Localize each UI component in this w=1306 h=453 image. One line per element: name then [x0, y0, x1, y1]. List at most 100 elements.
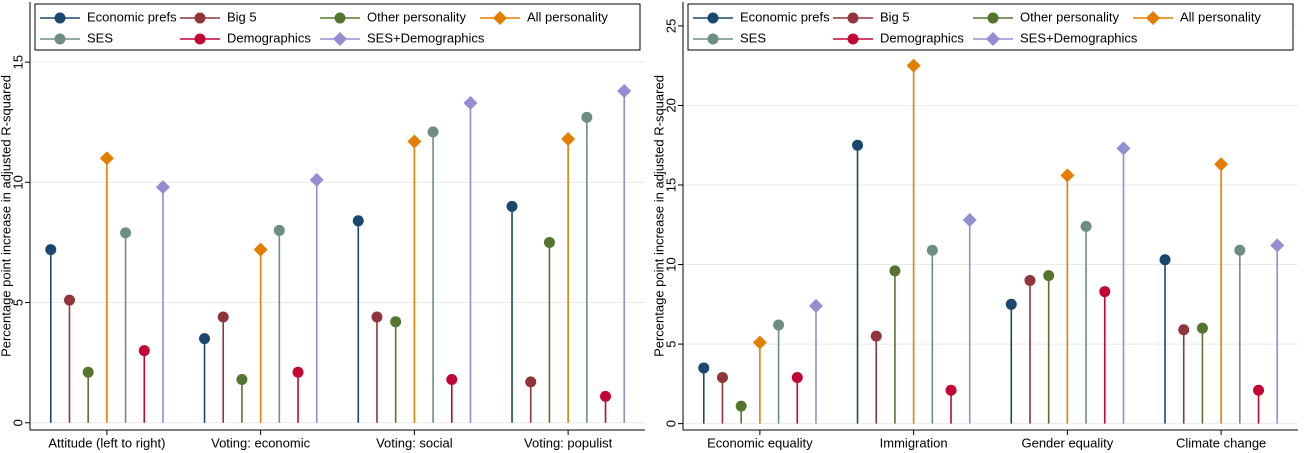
point	[716, 371, 728, 383]
y-tick-label: 10	[10, 175, 25, 189]
point	[1253, 384, 1265, 396]
legend-marker	[194, 33, 206, 45]
point	[1270, 238, 1285, 253]
point	[371, 311, 383, 323]
legend-label: SES+Demographics	[367, 30, 485, 45]
legend-label: Demographics	[880, 30, 964, 45]
point	[138, 345, 150, 357]
point	[217, 311, 229, 323]
point	[808, 298, 823, 313]
y-tick-label: 25	[663, 19, 678, 33]
legend-marker	[54, 33, 66, 45]
legend-label: Other personality	[367, 9, 466, 24]
point	[1178, 324, 1190, 336]
point	[273, 224, 285, 236]
point	[581, 111, 593, 123]
point	[543, 236, 555, 248]
point	[773, 319, 785, 331]
x-tick-label: Voting: economic	[211, 435, 311, 450]
point	[698, 362, 710, 374]
point	[906, 58, 921, 73]
x-tick-label: Attitude (left to right)	[48, 435, 165, 450]
legend-label: Economic prefs	[740, 9, 830, 24]
point	[253, 242, 268, 257]
point	[735, 400, 747, 412]
point	[63, 294, 75, 306]
point	[1043, 270, 1055, 282]
point	[1234, 244, 1246, 256]
x-tick-label: Economic equality	[707, 435, 813, 450]
legend-label: All personality	[1180, 9, 1261, 24]
point	[561, 132, 576, 147]
y-tick-label: 10	[663, 257, 678, 271]
point	[99, 151, 114, 166]
point	[155, 180, 170, 195]
point	[45, 244, 57, 256]
legend-label: Other personality	[1020, 9, 1119, 24]
point	[309, 172, 324, 187]
legend-marker	[1146, 11, 1160, 25]
x-tick-label: Climate change	[1176, 435, 1266, 450]
legend-marker	[987, 12, 999, 24]
legend-marker	[847, 33, 859, 45]
point	[407, 134, 422, 149]
legend-label: SES	[87, 30, 113, 45]
y-tick-label: 15	[663, 178, 678, 192]
legend-marker	[54, 12, 66, 24]
point	[506, 200, 518, 212]
y-tick-label: 0	[663, 420, 678, 427]
legend-marker	[333, 32, 347, 46]
legend-label: Economic prefs	[87, 9, 177, 24]
point	[352, 215, 364, 227]
y-tick-label: 0	[10, 419, 25, 426]
legend-label: SES+Demographics	[1020, 30, 1138, 45]
legend-marker	[707, 33, 719, 45]
point	[791, 371, 803, 383]
point	[1080, 220, 1092, 232]
point	[463, 95, 478, 110]
legend-marker	[847, 12, 859, 24]
point	[962, 212, 977, 227]
legend-marker	[493, 11, 507, 25]
legend-marker	[707, 12, 719, 24]
y-tick-label: 20	[663, 98, 678, 112]
point	[1099, 286, 1111, 298]
point	[870, 330, 882, 342]
point	[852, 139, 864, 151]
point	[446, 374, 458, 386]
y-axis-title: Percentage point increase in adjusted R-…	[0, 75, 13, 357]
point	[1024, 274, 1036, 286]
legend-label: All personality	[527, 9, 608, 24]
x-tick-label: Voting: populist	[524, 435, 613, 450]
point	[1214, 157, 1229, 172]
y-axis-title: Percentage point increase in adjusted R-…	[651, 75, 666, 357]
point	[1196, 322, 1208, 334]
point	[236, 374, 248, 386]
plot-area	[30, 2, 645, 430]
point	[82, 366, 94, 378]
point	[120, 227, 132, 239]
y-tick-label: 15	[10, 55, 25, 69]
legend-marker	[986, 32, 1000, 46]
point	[617, 83, 632, 98]
y-tick-label: 5	[663, 340, 678, 347]
x-tick-label: Voting: social	[376, 435, 453, 450]
point	[889, 265, 901, 277]
point	[427, 126, 439, 138]
point	[292, 366, 304, 378]
legend-marker	[194, 12, 206, 24]
legend-label: Big 5	[227, 9, 257, 24]
point	[199, 333, 211, 345]
legend-label: Big 5	[880, 9, 910, 24]
point	[525, 376, 537, 388]
point	[390, 316, 402, 328]
y-tick-label: 5	[10, 299, 25, 306]
legend-label: Demographics	[227, 30, 311, 45]
x-tick-label: Immigration	[880, 435, 948, 450]
point	[926, 244, 938, 256]
x-tick-label: Gender equality	[1021, 435, 1113, 450]
point	[1060, 168, 1075, 183]
point	[1159, 254, 1171, 266]
point	[1005, 298, 1017, 310]
